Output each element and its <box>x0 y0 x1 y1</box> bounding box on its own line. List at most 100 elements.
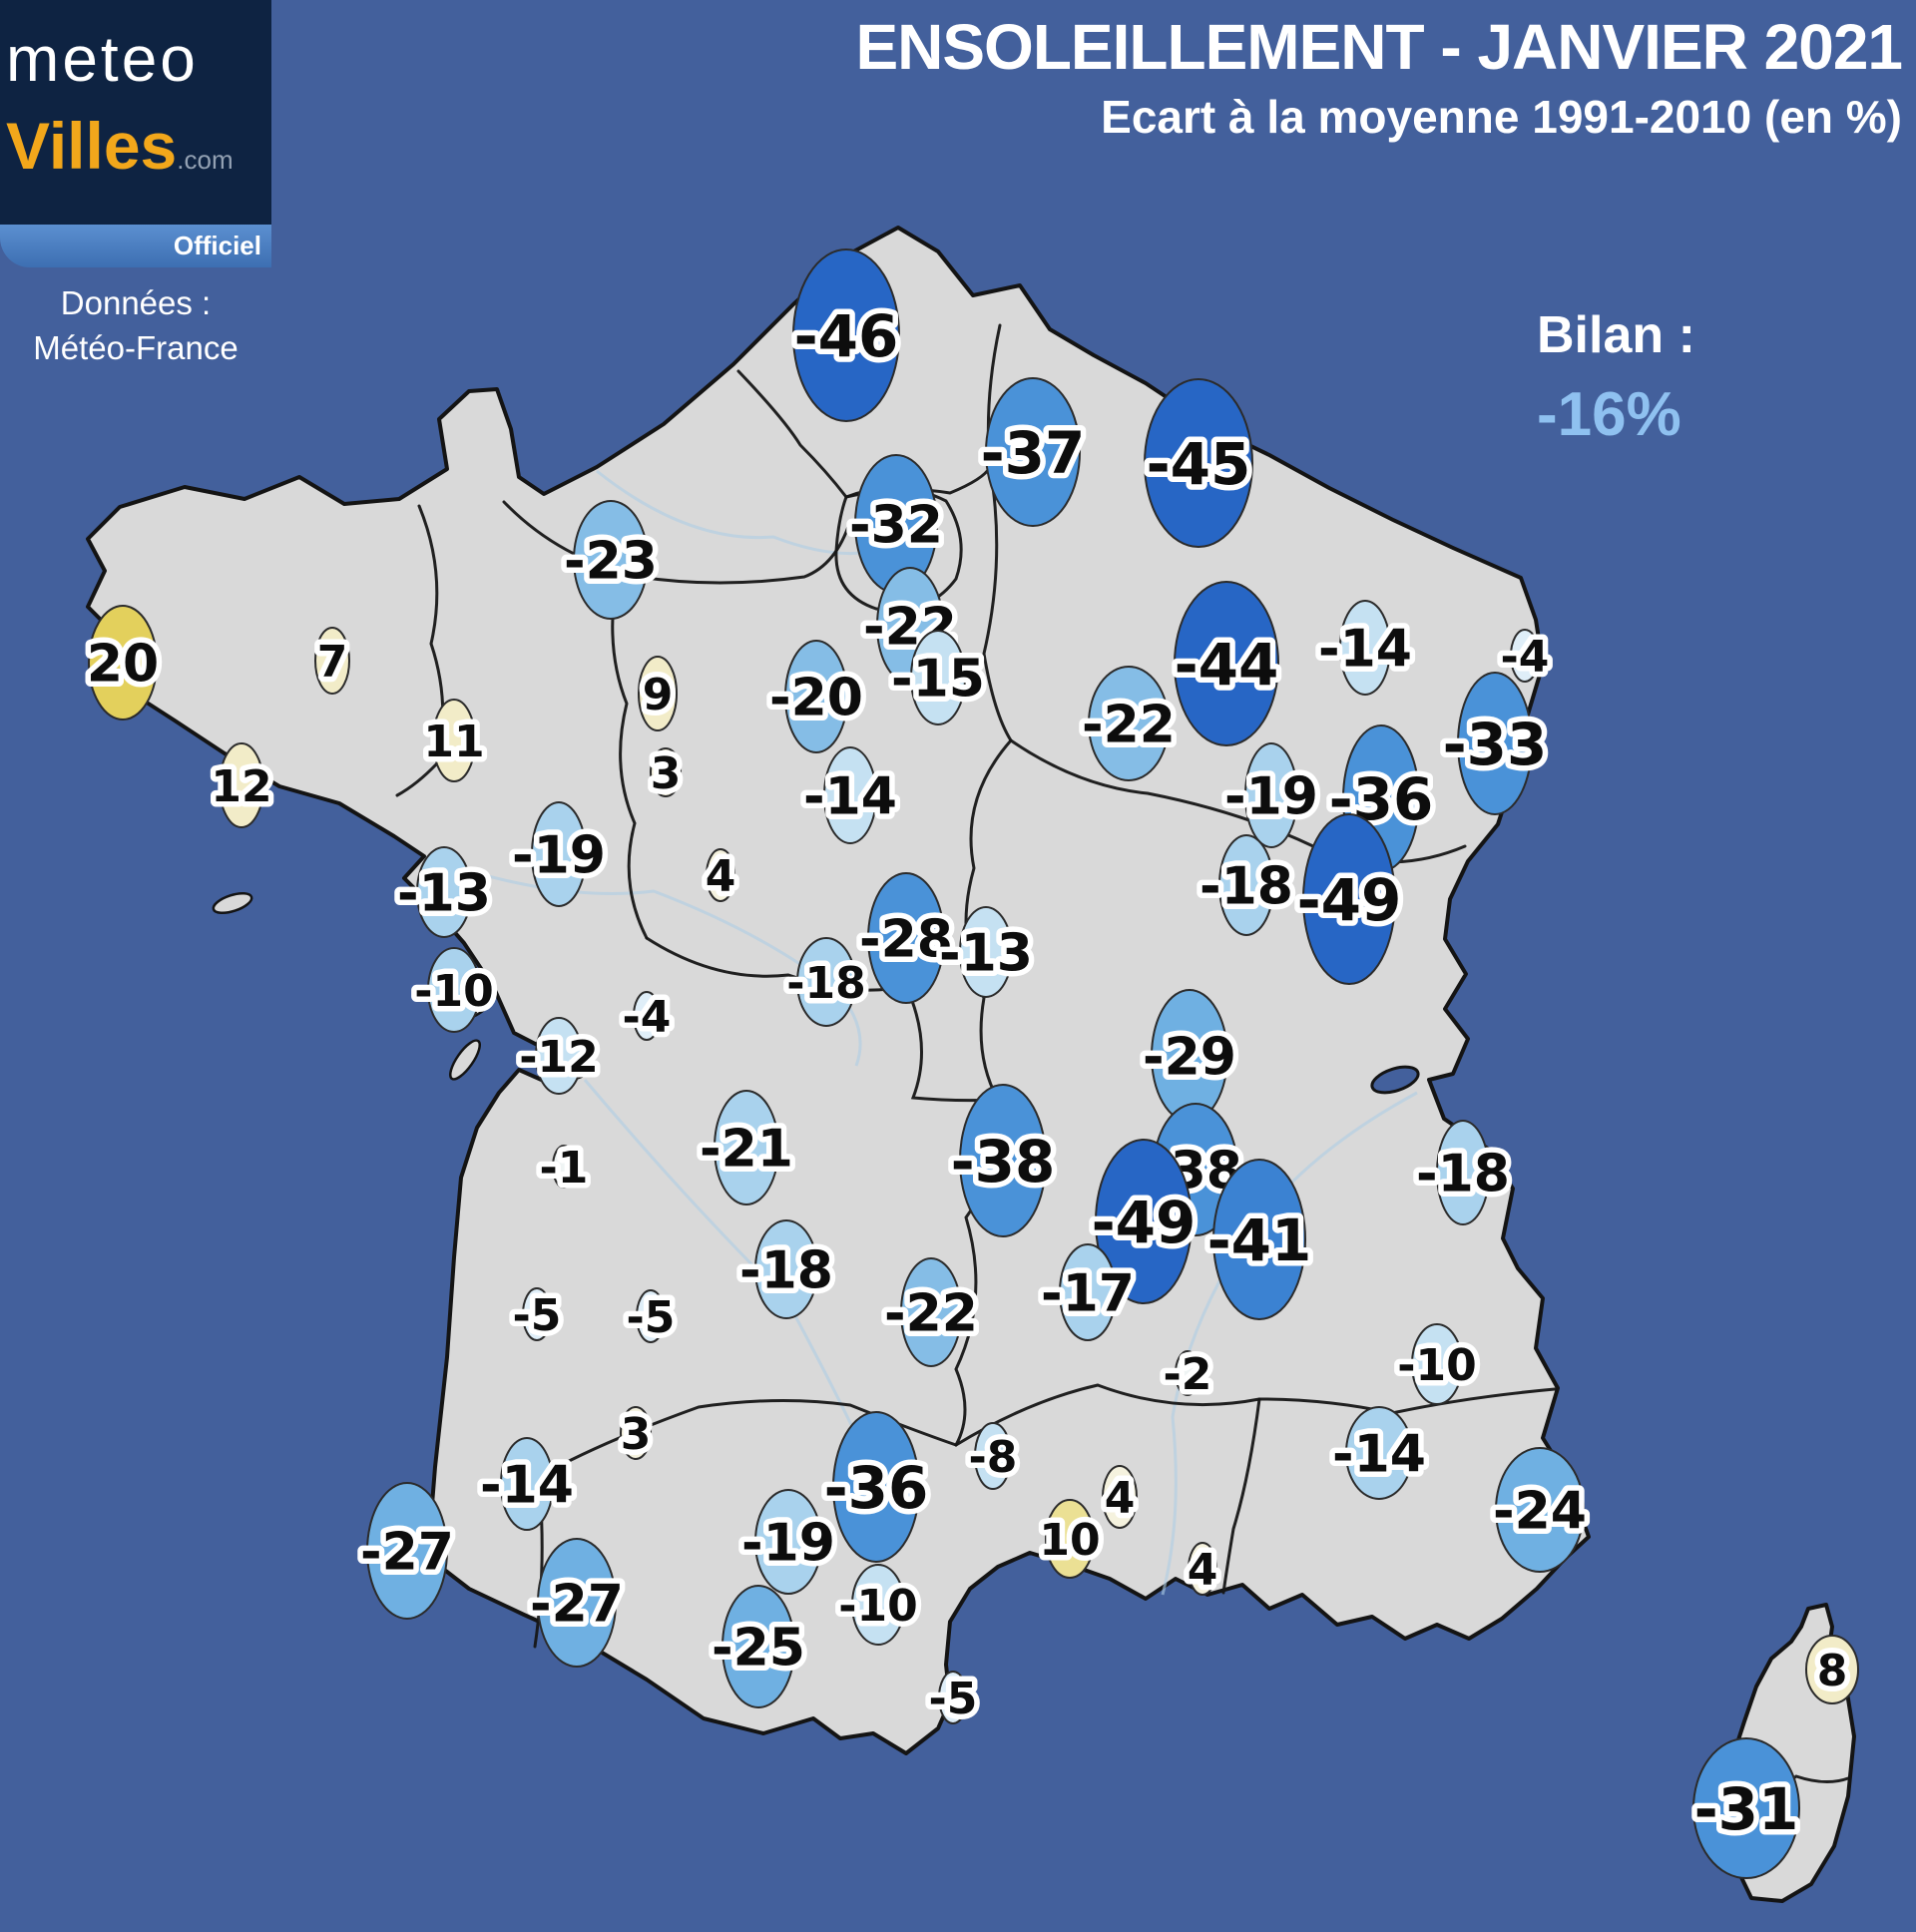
bubble--28 <box>867 872 945 1004</box>
bubble-label: -27 <box>360 1523 454 1583</box>
bubble--4 <box>1510 629 1540 683</box>
bubble-label: -19 <box>512 826 606 886</box>
bubble-label: -33 <box>1443 711 1548 778</box>
bubble--21 <box>714 1090 779 1206</box>
bubble-label: -10 <box>414 966 494 1017</box>
bubble--19 <box>754 1489 822 1595</box>
bubble-label: -19 <box>1224 767 1318 827</box>
bubble--12 <box>535 1017 583 1095</box>
bubble-label: -13 <box>939 924 1033 984</box>
logo-suffix-com: .com <box>177 145 234 175</box>
bubble--5 <box>636 1289 666 1343</box>
bilan-label: Bilan : <box>1537 306 1695 364</box>
bubble--31 <box>1692 1737 1800 1879</box>
island-oleron <box>449 1039 481 1081</box>
bubble-label: 4 <box>706 851 736 902</box>
bubble--2 <box>1175 1350 1200 1396</box>
bubble-label: -44 <box>1175 631 1279 699</box>
bubble-label: 20 <box>87 635 159 695</box>
logo-officiel-badge: Officiel <box>0 225 271 267</box>
bubble-label: -46 <box>794 302 899 370</box>
bubble-label: -14 <box>1332 1425 1426 1485</box>
bubble-label: -19 <box>741 1514 835 1574</box>
bubble--49 <box>1095 1139 1193 1304</box>
bubble-label: -22 <box>884 1284 978 1344</box>
bubble--49 <box>1302 813 1396 985</box>
bubble--33 <box>1457 672 1533 815</box>
bubble--19 <box>531 801 587 907</box>
logo-word-villes: Villes <box>6 109 178 183</box>
bubble--13 <box>959 906 1013 998</box>
source-line1: Données : <box>60 284 212 321</box>
bubble-9 <box>638 656 678 731</box>
bubble-label: -20 <box>769 669 863 728</box>
bubble-label: -45 <box>1147 430 1251 498</box>
bubble-label: -4 <box>1501 632 1550 683</box>
bubble-label: -38 <box>951 1128 1056 1196</box>
page-title: ENSOLEILLEMENT - JANVIER 2021 <box>855 11 1903 83</box>
bubble--10 <box>851 1564 905 1646</box>
island-belle-ile <box>212 891 253 915</box>
bubble-11 <box>432 699 476 782</box>
bubble--45 <box>1144 378 1253 548</box>
bubble-4 <box>1102 1465 1138 1529</box>
bubble-label: -5 <box>929 1674 978 1724</box>
bubble-label: 4 <box>1188 1545 1218 1596</box>
bubble--37 <box>985 377 1081 527</box>
bubble-20 <box>88 605 158 721</box>
bubble-label: -2 <box>1164 1349 1212 1400</box>
bubble-label: -49 <box>1297 866 1402 934</box>
bubble--22 <box>1088 666 1170 781</box>
bubble--41 <box>1212 1159 1306 1320</box>
bubble--5 <box>938 1671 968 1724</box>
bubble-label: -25 <box>712 1619 805 1679</box>
bubble--25 <box>721 1585 795 1708</box>
page-subtitle: Ecart à la moyenne 1991-2010 (en %) <box>1101 91 1902 143</box>
bubble-label: -13 <box>397 864 491 924</box>
bubble-label: -18 <box>1199 857 1293 917</box>
bubble-label: -32 <box>849 496 943 556</box>
bubble-4 <box>1188 1542 1217 1596</box>
bubble--20 <box>784 640 848 753</box>
bubble-label: -27 <box>530 1575 624 1635</box>
bubble--14 <box>1345 1406 1413 1500</box>
value-bubbles: -46-37 -45-32-23-22-15 -44 -14 -420 79 -20 -22-… <box>81 248 1859 1879</box>
bubble--15 <box>910 630 966 725</box>
bubble-label: -5 <box>627 1292 676 1343</box>
bubble-label: -23 <box>564 532 658 592</box>
bubble-label: -22 <box>1082 696 1176 755</box>
bubble-label: 9 <box>643 670 674 721</box>
bubble-label: -18 <box>739 1241 833 1301</box>
bubble--19 <box>1244 742 1298 848</box>
bubble--23 <box>573 500 649 620</box>
bubble-label: 8 <box>1817 1646 1848 1696</box>
bubble-label: -10 <box>838 1581 918 1632</box>
lake-geneva <box>1370 1065 1420 1095</box>
bubble-7 <box>314 627 350 695</box>
bubble-label: -31 <box>1694 1775 1799 1843</box>
bubble-label: 12 <box>211 761 271 812</box>
bubble--17 <box>1059 1243 1117 1341</box>
bubble-label: 3 <box>651 748 682 799</box>
header: ENSOLEILLEMENT - JANVIER 2021 Ecart à la… <box>855 10 1903 144</box>
bubble-4 <box>706 848 735 902</box>
logo-box: meteo Villes.com <box>0 0 271 225</box>
bubble-label: -29 <box>1143 1028 1236 1088</box>
bubble-label: -14 <box>1318 620 1412 680</box>
bubble-label: -18 <box>1416 1145 1510 1205</box>
bubble--13 <box>416 846 472 938</box>
bubble-label: -5 <box>513 1290 562 1341</box>
bubble--46 <box>792 248 900 422</box>
bubble--10 <box>1411 1323 1463 1405</box>
bubble--18 <box>1436 1120 1490 1225</box>
bubble-label: 4 <box>1105 1473 1136 1524</box>
bubble--10 <box>427 947 481 1033</box>
bubble--18 <box>1218 834 1274 936</box>
bubble-3 <box>650 747 682 797</box>
bubble-label: -21 <box>700 1120 793 1180</box>
bubble-label: -17 <box>1041 1264 1135 1324</box>
bubble-label: 7 <box>317 637 348 688</box>
bubble-label: 3 <box>621 1409 652 1460</box>
bubble--36 <box>832 1411 920 1563</box>
bubble--18 <box>754 1219 818 1319</box>
